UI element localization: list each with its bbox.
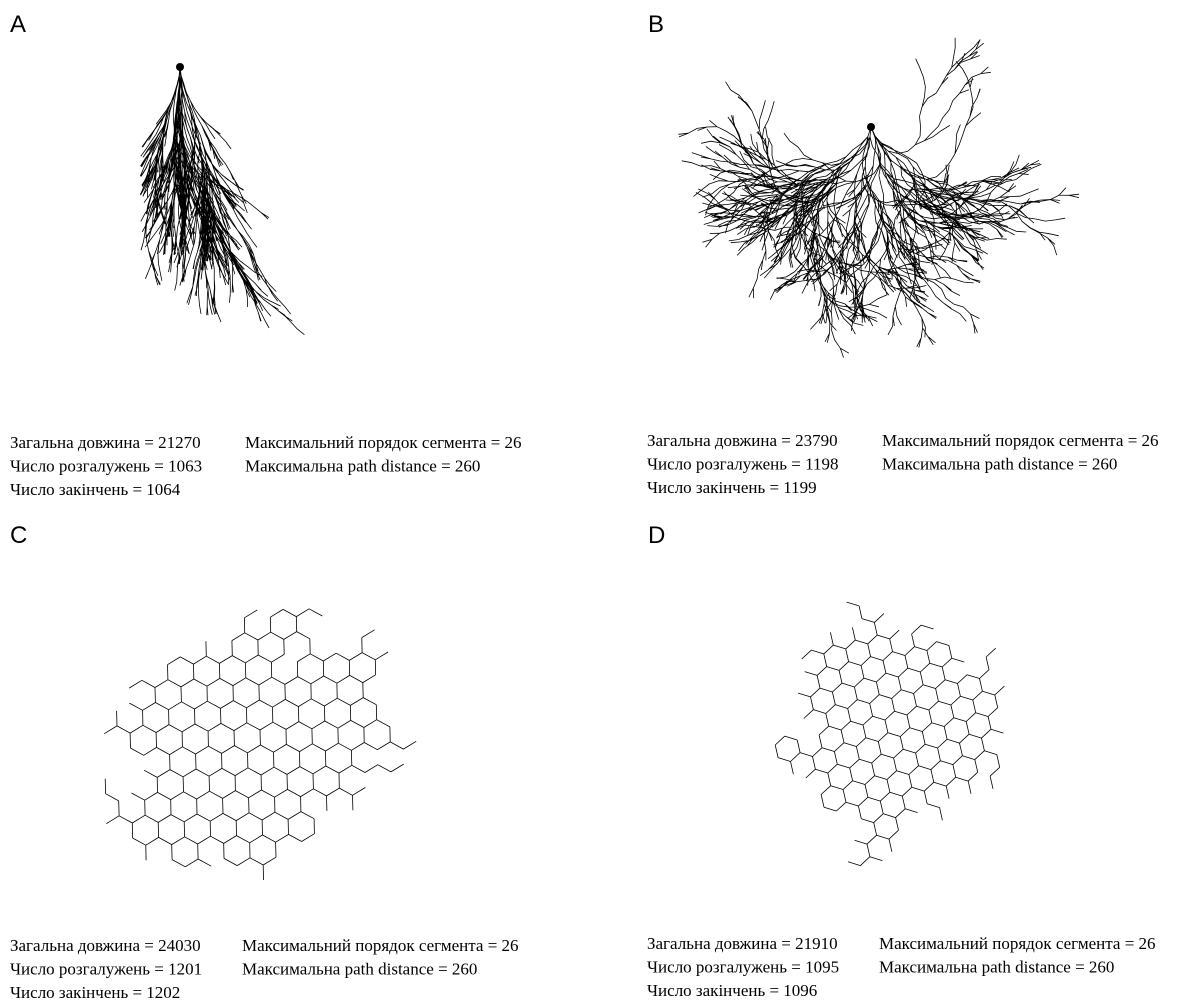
- neuron-tree: [678, 38, 1079, 358]
- neuron-tree: [140, 67, 304, 335]
- panel-label: C: [10, 522, 27, 549]
- figure: A Загальна довжина = 21270 Число розгалуже…: [0, 0, 1197, 1000]
- soma: [176, 63, 184, 71]
- stat-line: Число розгалужень = 1095: [647, 958, 839, 977]
- stat-line: Максимальний порядок сегмента = 26: [245, 433, 522, 452]
- stat-line: Максимальна path distance = 260: [879, 958, 1114, 977]
- stat-line: Загальна довжина = 21270: [10, 433, 201, 452]
- neuron-tree: [775, 602, 1004, 866]
- stat-line: Число закінчень = 1199: [647, 478, 817, 497]
- stat-line: Число закінчень = 1064: [10, 480, 181, 499]
- stat-line: Число розгалужень = 1198: [647, 455, 838, 474]
- panel-label: D: [648, 522, 665, 549]
- stat-line: Загальна довжина = 24030: [10, 936, 201, 955]
- stat-line: Максимальна path distance = 260: [882, 455, 1117, 474]
- panel-label: B: [648, 11, 664, 38]
- stat-line: Максимальний порядок сегмента = 26: [242, 936, 519, 955]
- stat-line: Число закінчень = 1202: [10, 983, 180, 1000]
- stat-line: Максимальна path distance = 260: [245, 457, 480, 476]
- stat-line: Максимальний порядок сегмента = 26: [882, 431, 1159, 450]
- soma: [867, 123, 875, 131]
- stat-line: Загальна довжина = 23790: [647, 431, 838, 450]
- panel-label: A: [10, 11, 26, 38]
- stat-line: Число розгалужень = 1063: [10, 457, 202, 476]
- stat-line: Число закінчень = 1096: [647, 981, 817, 1000]
- stat-line: Максимальна path distance = 260: [242, 960, 477, 979]
- stat-line: Максимальний порядок сегмента = 26: [879, 934, 1156, 953]
- stat-line: Число розгалужень = 1201: [10, 960, 202, 979]
- neuron-tree: [104, 609, 416, 880]
- stat-line: Загальна довжина = 21910: [647, 934, 838, 953]
